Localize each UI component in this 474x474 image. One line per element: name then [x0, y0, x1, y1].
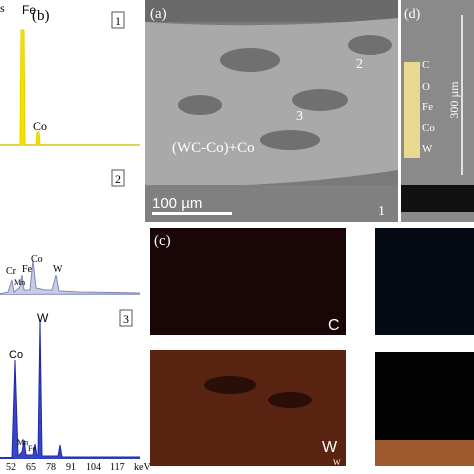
peak-label: W — [37, 311, 49, 325]
panel-label: (a) — [150, 6, 167, 22]
phase-label: (WC-Co)+Co — [172, 140, 255, 156]
axis-label: 104 — [86, 462, 101, 473]
axis-label: 65 — [26, 462, 36, 473]
axis-label: keV — [134, 462, 151, 473]
element-map — [150, 228, 346, 335]
peak-label: Co — [9, 349, 23, 361]
region-label: 1 — [378, 204, 385, 219]
cut-label: s — [0, 1, 5, 15]
element-label: O — [422, 81, 430, 93]
peak-label: Co — [33, 119, 47, 133]
element-label: W — [422, 143, 433, 155]
panel-label: (b) — [32, 8, 50, 24]
axis-label: 91 — [66, 462, 76, 473]
element-label: Fe — [422, 101, 433, 113]
map-element: W — [322, 439, 338, 456]
element-label: C — [422, 59, 429, 71]
axis-labels: 52 65 78 91 104 117 keV — [6, 462, 151, 473]
element-map — [150, 350, 346, 466]
map-element: C — [328, 317, 340, 334]
peak-label: W — [53, 264, 63, 275]
peak-label: Mn — [14, 278, 25, 287]
map-element: W — [333, 458, 341, 467]
axis-label: 78 — [46, 462, 56, 473]
scale-bar-label: 300 µm — [447, 81, 461, 119]
axis-label: 52 — [6, 462, 16, 473]
peak-label: Mn — [17, 438, 28, 447]
spectrum-number: 1 — [115, 14, 121, 28]
peak-label: Cr — [6, 266, 17, 277]
peak-label: Fe — [28, 444, 36, 453]
region-label: 3 — [296, 109, 303, 124]
axis-label: 117 — [110, 462, 125, 473]
panel-label: (d) — [404, 7, 421, 22]
element-label: Co — [422, 122, 435, 134]
element-map — [375, 228, 474, 335]
scale-bar-label: 100 µm — [152, 195, 202, 212]
peak-label: Fe — [22, 3, 36, 17]
spectrum-number: 3 — [123, 312, 129, 326]
peak-label: Co — [31, 254, 43, 265]
region-label: 2 — [356, 57, 363, 72]
peak-label: Fe — [22, 264, 33, 275]
spectrum-number: 2 — [115, 172, 121, 186]
panel-label: (c) — [154, 233, 171, 249]
spectra-panel — [0, 11, 141, 459]
